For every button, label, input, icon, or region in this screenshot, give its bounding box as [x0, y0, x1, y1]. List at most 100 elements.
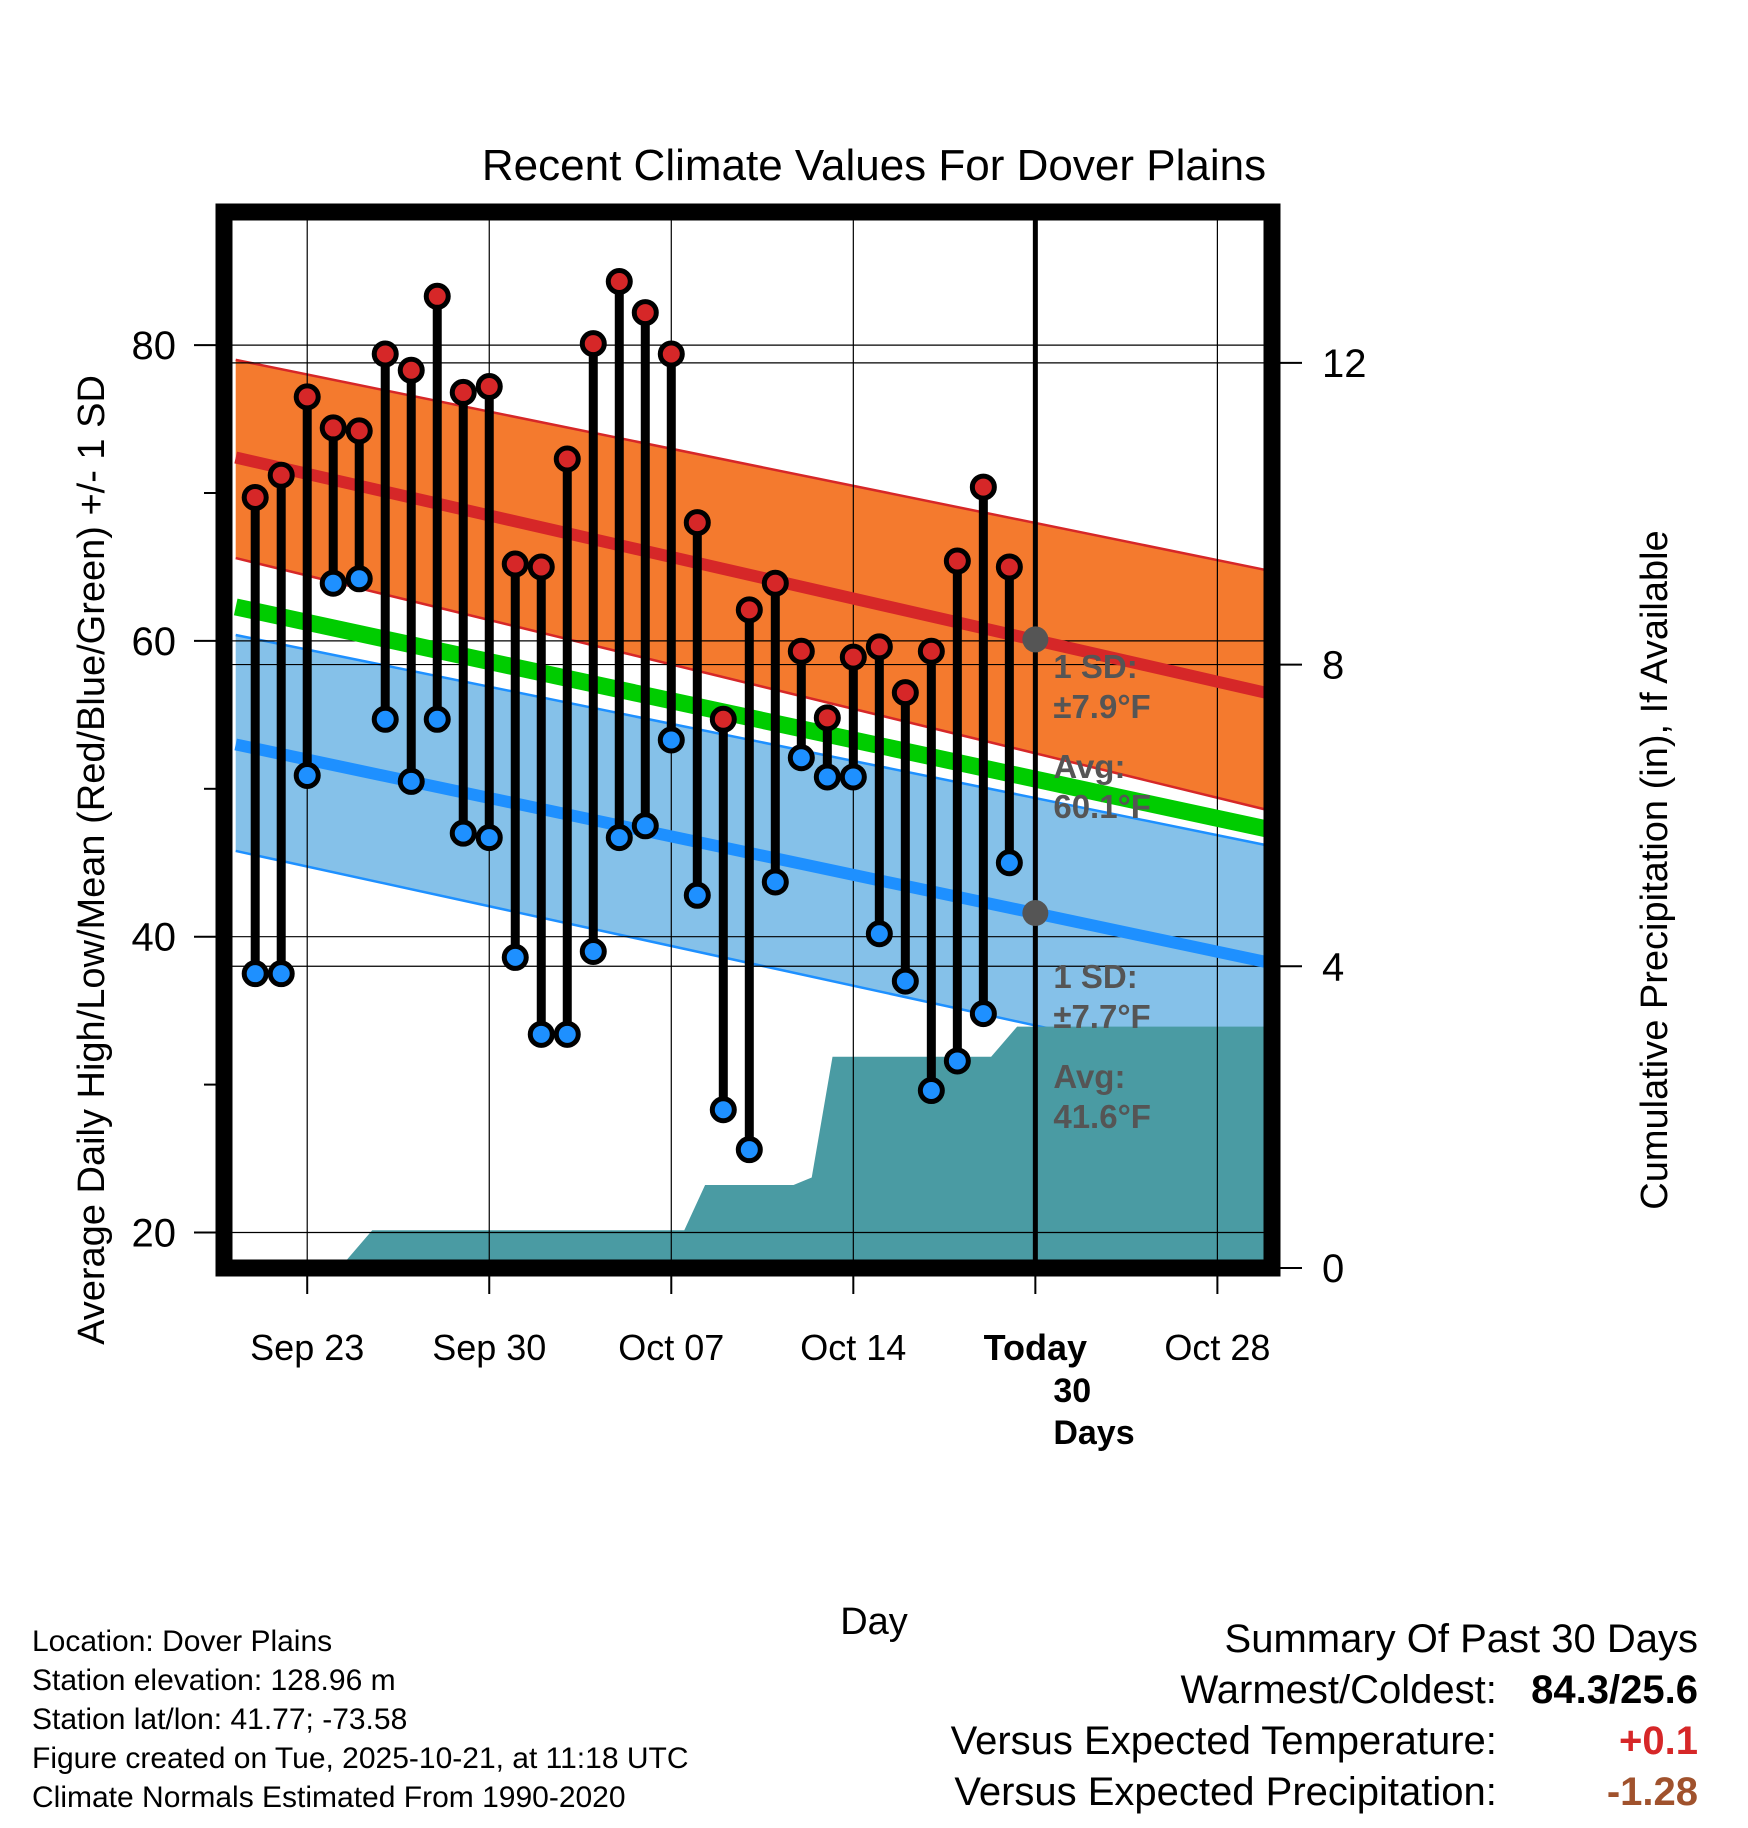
high-sd-label: 1 SD: — [1053, 648, 1137, 685]
today-low-avg-marker — [1022, 900, 1049, 927]
daily-low-point — [241, 960, 269, 988]
y-tick-label: 20 — [132, 1212, 177, 1256]
warmest-coldest-value: 84.3/25.6 — [1531, 1668, 1698, 1712]
daily-high-point — [371, 340, 399, 368]
days-count-label: 30 — [1053, 1372, 1091, 1410]
precip-area — [235, 1026, 1266, 1268]
low-avg-value: 41.6°F — [1053, 1098, 1151, 1135]
daily-high-point — [345, 417, 373, 445]
daily-low-point — [969, 1000, 997, 1028]
y-tick-label: 40 — [132, 916, 177, 960]
daily-high-point — [267, 461, 295, 489]
daily-low-point — [579, 937, 607, 965]
high-sd-value: ±7.9°F — [1053, 688, 1150, 725]
daily-low-point — [293, 761, 321, 789]
location-text: Location: Dover Plains — [32, 1625, 333, 1658]
daily-low-point — [943, 1047, 971, 1075]
daily-low-point — [891, 967, 919, 995]
y2-tick-label: 0 — [1322, 1247, 1344, 1291]
daily-low-point — [449, 819, 477, 847]
daily-high-point — [293, 383, 321, 411]
daily-low-point — [787, 744, 815, 772]
warmest-coldest-row: Warmest/Coldest: 84.3/25.6 — [951, 1665, 1699, 1716]
daily-high-point — [631, 299, 659, 327]
daily-low-point — [605, 824, 633, 852]
daily-low-point — [657, 726, 685, 754]
latlon-text: Station lat/lon: 41.77; -73.58 — [32, 1703, 408, 1736]
precip-versus-value: -1.28 — [1606, 1770, 1698, 1814]
daily-high-point — [735, 596, 763, 624]
daily-low-point — [345, 565, 373, 593]
y-tick-label: 80 — [132, 324, 177, 368]
daily-high-point — [241, 483, 269, 511]
daily-high-point — [761, 569, 789, 597]
daily-high-point — [475, 373, 503, 401]
chart-title: Recent Climate Values For Dover Plains — [482, 141, 1266, 190]
y2-axis-label: Cumulative Precipitation (in), If Availa… — [1634, 530, 1676, 1209]
daily-high-point — [917, 637, 945, 665]
daily-high-point — [995, 553, 1023, 581]
daily-low-point — [475, 824, 503, 852]
temp-versus-label: Versus Expected Temperature: — [950, 1719, 1497, 1763]
daily-high-point — [605, 268, 633, 296]
normals-text: Climate Normals Estimated From 1990-2020 — [32, 1781, 626, 1814]
daily-high-point — [553, 445, 581, 473]
daily-low-point — [319, 569, 347, 597]
daily-high-point — [657, 340, 685, 368]
x-tick-label: Sep 23 — [250, 1327, 364, 1368]
plot-content — [224, 212, 1272, 1268]
y2-tick-label: 12 — [1322, 342, 1367, 386]
daily-low-point — [813, 763, 841, 791]
low-sd-label: 1 SD: — [1053, 958, 1137, 995]
today-high-avg-marker — [1022, 626, 1049, 653]
daily-high-point — [683, 509, 711, 537]
x-tick-label: Oct 14 — [800, 1327, 906, 1368]
daily-low-point — [553, 1020, 581, 1048]
high-avg-value: 60.1°F — [1053, 788, 1151, 825]
summary-panel: Summary Of Past 30 Days Warmest/Coldest:… — [951, 1614, 1698, 1818]
daily-low-point — [371, 705, 399, 733]
daily-low-point — [839, 763, 867, 791]
daily-low-point — [865, 920, 893, 948]
daily-high-point — [319, 414, 347, 442]
daily-high-point — [579, 330, 607, 358]
y2-tick-label: 8 — [1322, 644, 1344, 688]
daily-low-point — [683, 881, 711, 909]
daily-low-point — [501, 943, 529, 971]
daily-high-point — [969, 473, 997, 501]
daily-high-point — [865, 633, 893, 661]
daily-low-point — [631, 812, 659, 840]
y-axis-label: Average Daily High/Low/Mean (Red/Blue/Gr… — [71, 375, 113, 1345]
daily-high-point — [397, 356, 425, 384]
daily-high-point — [943, 547, 971, 575]
warmest-coldest-label: Warmest/Coldest: — [1180, 1668, 1497, 1712]
low-sd-value: ±7.7°F — [1053, 998, 1150, 1035]
temp-versus-value: +0.1 — [1619, 1719, 1698, 1763]
daily-high-point — [501, 550, 529, 578]
temp-versus-row: Versus Expected Temperature: +0.1 — [951, 1716, 1698, 1767]
daily-low-point — [709, 1096, 737, 1124]
daily-low-point — [761, 868, 789, 896]
daily-high-point — [423, 282, 451, 310]
daily-high-point — [787, 637, 815, 665]
daily-low-point — [397, 767, 425, 795]
x-tick-label: Today — [984, 1327, 1087, 1368]
daily-high-point — [813, 704, 841, 732]
y2-tick-label: 4 — [1322, 945, 1344, 989]
precip-versus-label: Versus Expected Precipitation: — [954, 1770, 1497, 1814]
y-tick-label: 60 — [132, 620, 177, 664]
precip-versus-row: Versus Expected Precipitation: -1.28 — [951, 1767, 1698, 1818]
daily-low-point — [995, 849, 1023, 877]
x-tick-label: Oct 07 — [618, 1327, 724, 1368]
station-info: Location: Dover Plains Station elevation… — [32, 1622, 689, 1817]
daily-high-point — [527, 553, 555, 581]
x-tick-label: Oct 28 — [1164, 1327, 1270, 1368]
high-avg-label: Avg: — [1053, 748, 1125, 785]
daily-low-point — [735, 1136, 763, 1164]
daily-low-point — [917, 1077, 945, 1105]
daily-high-point — [839, 643, 867, 671]
daily-low-point — [527, 1020, 555, 1048]
days-word-label: Days — [1053, 1414, 1134, 1452]
